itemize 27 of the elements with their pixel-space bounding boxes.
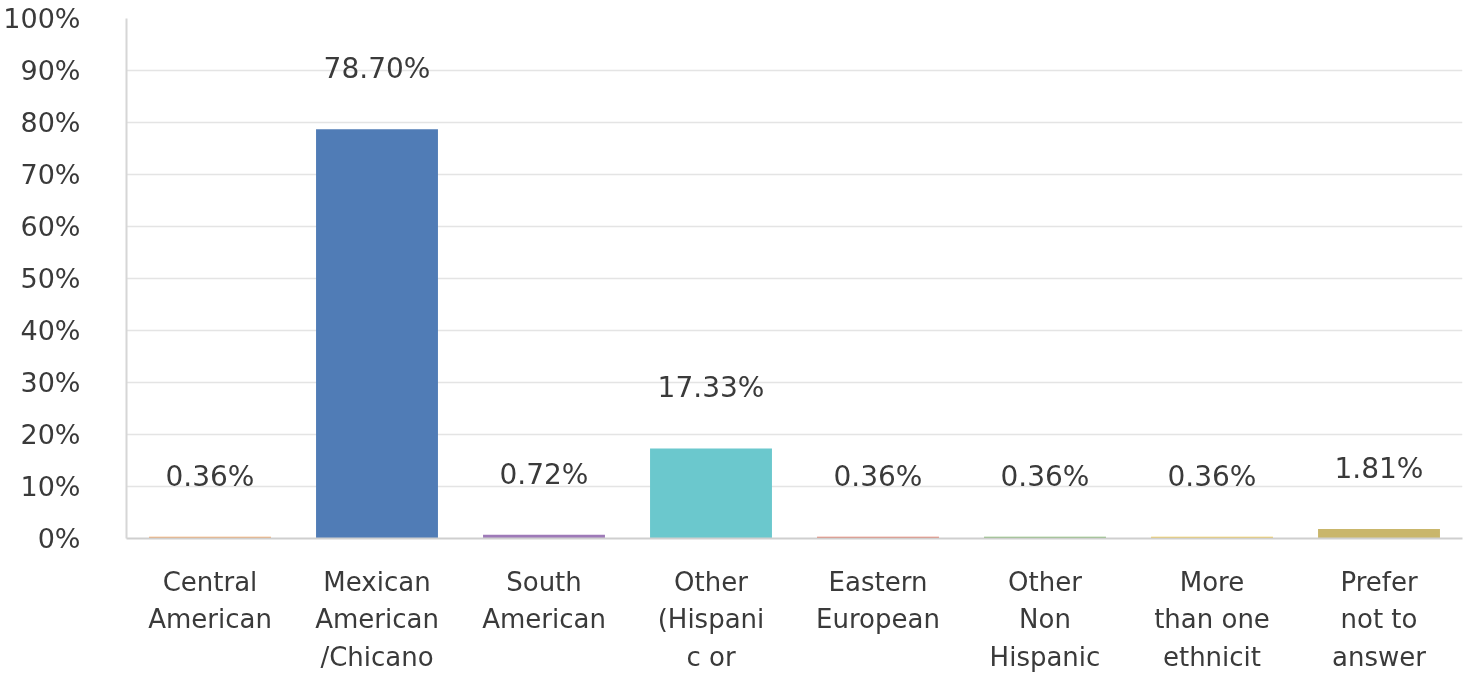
- x-tick-label: Other Non Hispanic: [989, 566, 1101, 672]
- data-label: 0.36%: [165, 459, 255, 493]
- data-label: 1.81%: [1334, 452, 1424, 486]
- y-tick-label: 100%: [3, 3, 81, 34]
- data-label: 17.33%: [657, 371, 765, 405]
- y-tick-label: 30%: [20, 367, 81, 398]
- x-tick-label: More than one ethnicit: [1154, 566, 1270, 672]
- data-label: 78.70%: [323, 52, 431, 86]
- x-tick-label: Prefer not to answer: [1332, 566, 1427, 672]
- y-tick-label: 10%: [20, 471, 81, 502]
- y-tick-label: 90%: [20, 55, 81, 86]
- x-tick-label: Other (Hispanic or: [657, 566, 765, 672]
- y-tick-label: 70%: [20, 159, 81, 190]
- y-tick-label: 80%: [20, 107, 81, 138]
- y-tick-label: 50%: [20, 263, 81, 294]
- data-label: 0.36%: [833, 459, 923, 493]
- data-label: 0.72%: [499, 457, 589, 491]
- data-label: 0.36%: [1000, 459, 1090, 493]
- x-tick-label: Eastern European: [816, 566, 940, 634]
- y-tick-label: 0%: [37, 523, 81, 554]
- x-tick-label: Mexican American /Chicano: [315, 566, 439, 672]
- y-tick-label: 40%: [20, 315, 81, 346]
- y-tick-label: 60%: [20, 211, 81, 242]
- data-label: 0.36%: [1167, 459, 1257, 493]
- y-tick-label: 20%: [20, 419, 81, 450]
- x-tick-label: South American: [482, 566, 606, 634]
- x-tick-label: Central American: [148, 566, 272, 634]
